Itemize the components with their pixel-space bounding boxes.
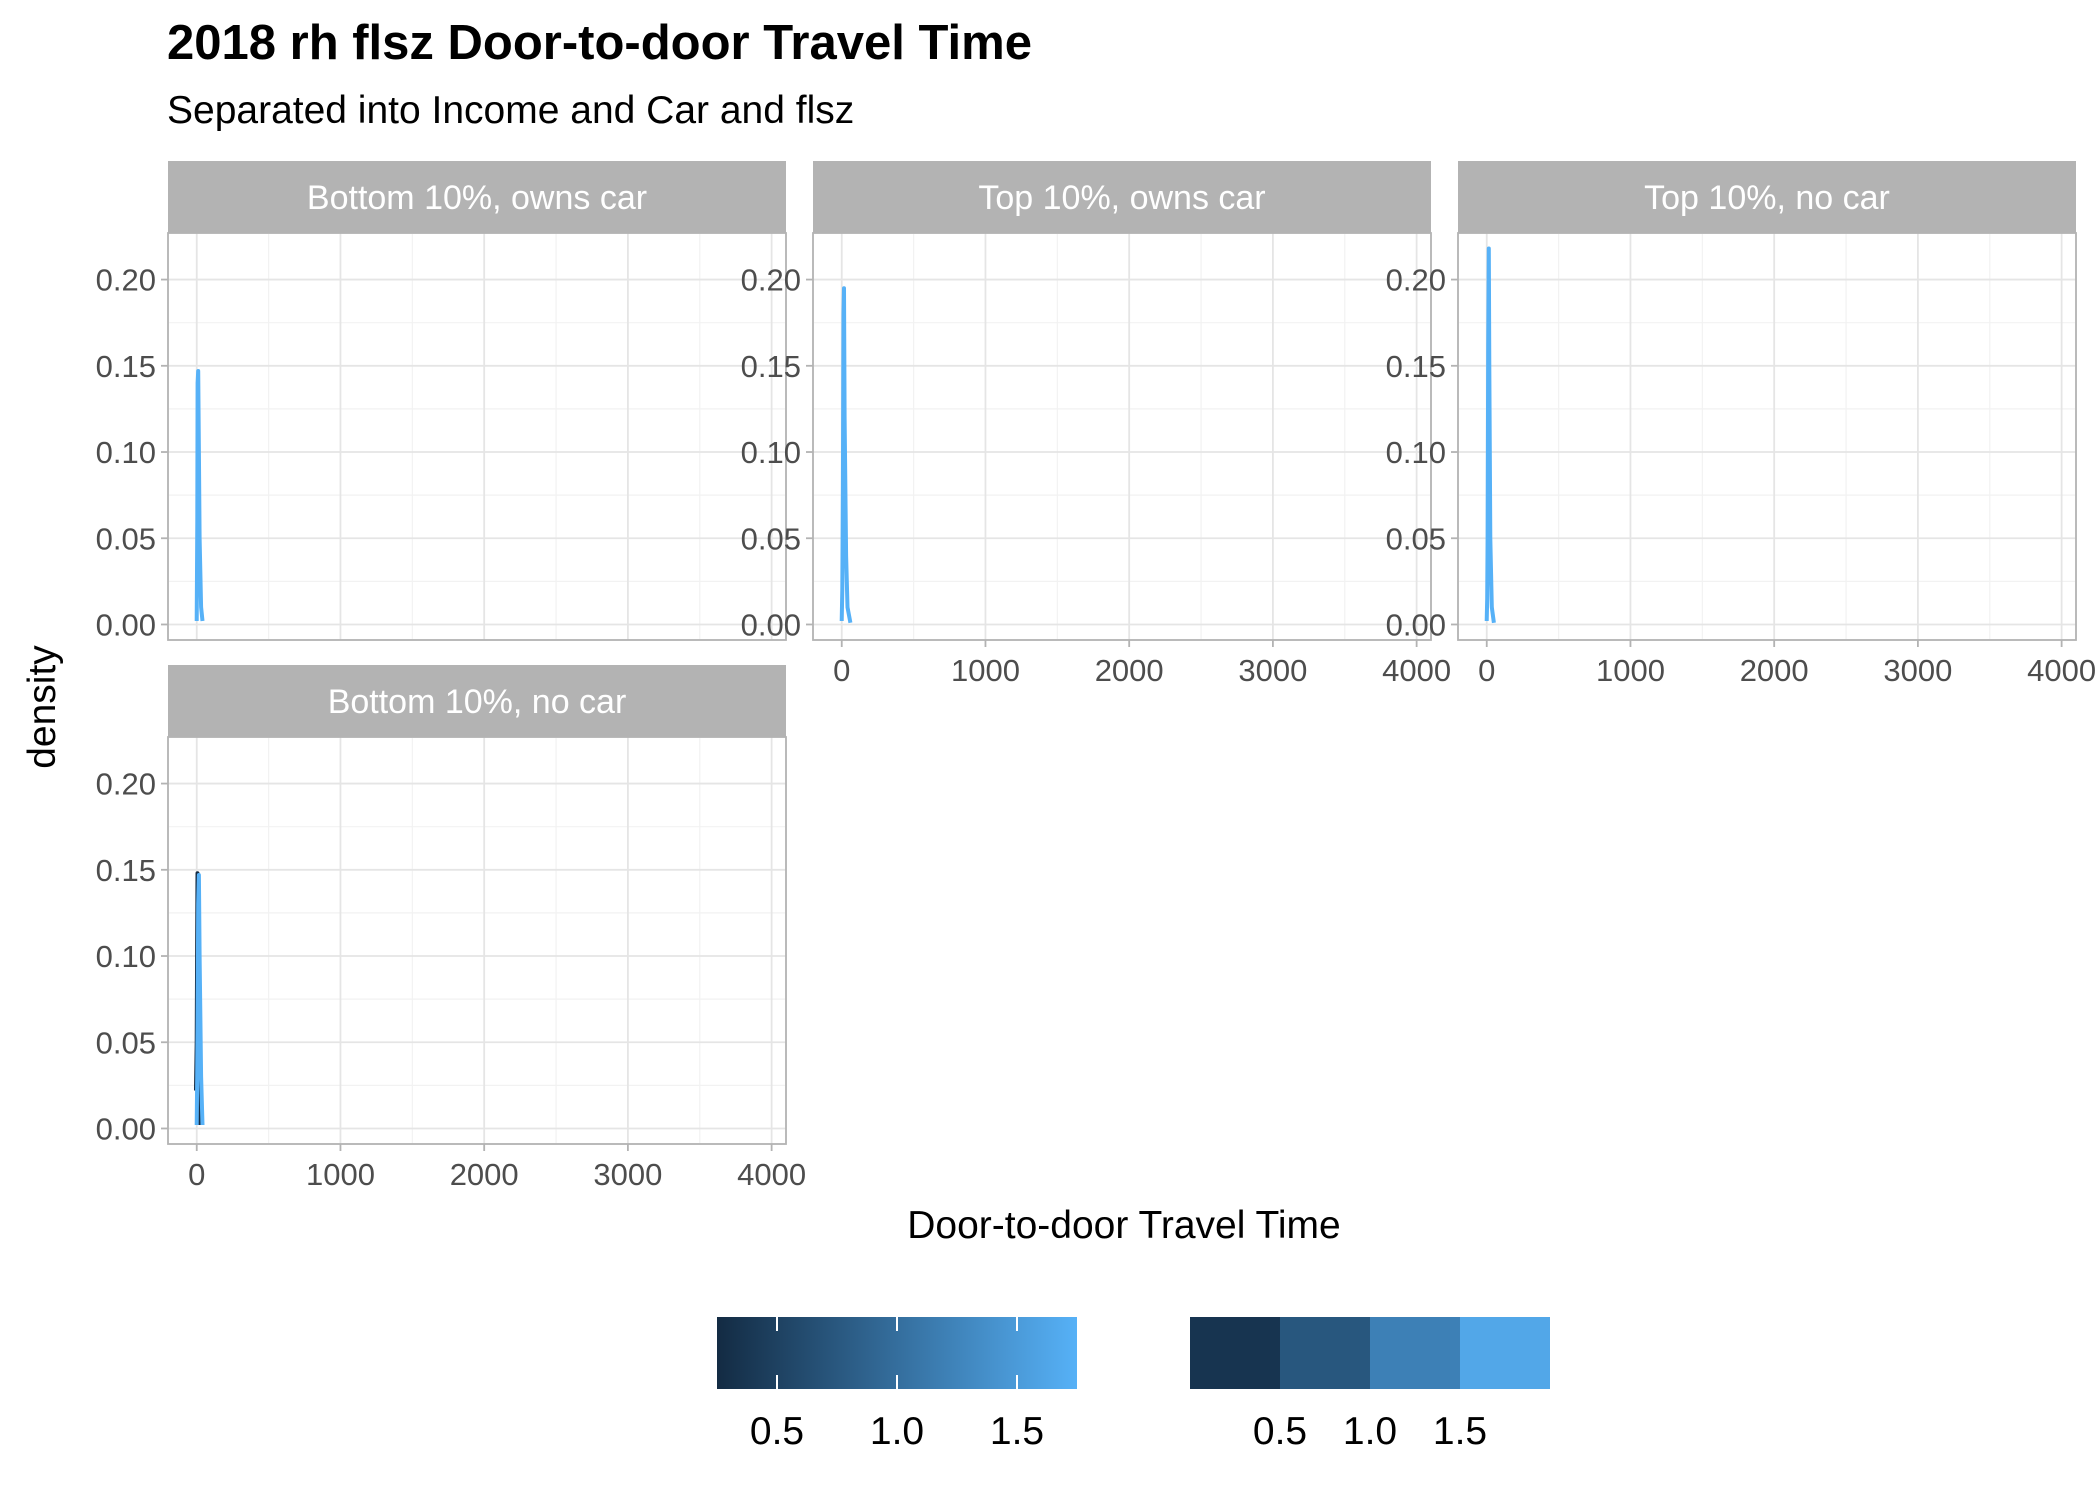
y-tick-label: 0.20 [741, 263, 801, 298]
panel-1: Bottom 10%, owns car 0.00 0.05 0.10 0.15 0.20 [96, 161, 787, 642]
y-tick-label: 0.00 [96, 1111, 156, 1146]
y-tick-label: 0.10 [1386, 435, 1446, 470]
y-tick-label: 0.00 [1386, 607, 1446, 642]
y-tick-label: 0.05 [741, 521, 801, 556]
panel-background [813, 233, 1431, 640]
legend-bin-swatch [1460, 1317, 1550, 1389]
panel-3: Top 10%, no car 0.00 0.05 0.10 0.15 0.20 0 1000… [1386, 161, 2096, 688]
y-tick-label: 0.20 [1386, 263, 1446, 298]
y-tick-label: 0.05 [96, 1025, 156, 1060]
y-tick-label: 0.05 [1386, 521, 1446, 556]
legend-colorbar-label: 1.5 [990, 1410, 1044, 1453]
facet-strip-label: Bottom 10%, no car [328, 683, 627, 721]
legend-bin-swatch [1190, 1317, 1280, 1389]
density-line-series-1 [1484, 246, 1496, 624]
y-tick-label: 0.00 [741, 607, 801, 642]
x-tick-label: 2000 [450, 1157, 519, 1192]
x-tick-label: 1000 [1596, 653, 1665, 688]
facet-strip-label: Top 10%, owns car [978, 179, 1265, 217]
panel-border [812, 232, 1432, 641]
legend-bin-label: 0.5 [1253, 1410, 1307, 1453]
x-tick-label: 2000 [1095, 653, 1164, 688]
panel-border [167, 232, 787, 641]
legend-bin-label: 1.5 [1433, 1410, 1487, 1453]
panel-background [168, 737, 786, 1144]
x-tick-label: 4000 [2027, 653, 2096, 688]
legend-colorbar-label: 0.5 [750, 1410, 804, 1453]
x-tick-label: 3000 [1883, 653, 1952, 688]
y-tick-label: 0.00 [96, 607, 156, 642]
y-tick-label: 0.20 [96, 263, 156, 298]
facet-strip-label: Bottom 10%, owns car [307, 179, 647, 217]
x-tick-label: 4000 [737, 1157, 806, 1192]
chart-title: 2018 rh flsz Door-to-door Travel Time [167, 16, 1032, 70]
panel-background [1458, 233, 2076, 640]
panel-border [1457, 232, 2077, 641]
y-tick-label: 0.15 [96, 349, 156, 384]
y-tick-label: 0.10 [96, 435, 156, 470]
panel-4: Bottom 10%, no car 0.00 0.05 0.10 0.15 0.20 0 1… [96, 665, 806, 1192]
y-tick-label: 0.10 [96, 939, 156, 974]
x-tick-label: 3000 [1238, 653, 1307, 688]
y-tick-label: 0.20 [96, 767, 156, 802]
x-tick-label: 4000 [1382, 653, 1451, 688]
density-line-series-2 [194, 873, 205, 1126]
panel-background [168, 233, 786, 640]
facet-strip [1458, 161, 2076, 233]
panel-border [167, 736, 787, 1145]
x-tick-label: 2000 [1740, 653, 1809, 688]
facet-strip [168, 665, 786, 737]
facet-strip [168, 161, 786, 233]
y-tick-label: 0.15 [96, 853, 156, 888]
facet-strip-label: Top 10%, no car [1644, 179, 1890, 217]
y-tick-label: 0.15 [741, 349, 801, 384]
facet-strip [813, 161, 1431, 233]
x-tick-label: 1000 [306, 1157, 375, 1192]
x-tick-label: 0 [833, 653, 850, 688]
density-line-series-1 [839, 286, 853, 624]
x-tick-label: 3000 [593, 1157, 662, 1192]
y-axis-title: density [21, 645, 64, 769]
legend-bin-swatch [1280, 1317, 1370, 1389]
legend-colorbar-label: 1.0 [870, 1410, 924, 1453]
y-tick-label: 0.15 [1386, 349, 1446, 384]
legend-bin-swatch [1370, 1317, 1460, 1389]
panel-2: Top 10%, owns car 0.00 0.05 0.10 0.15 0.20 0 10… [741, 161, 1451, 688]
y-tick-label: 0.05 [96, 521, 156, 556]
x-tick-label: 0 [1478, 653, 1495, 688]
y-tick-label: 0.10 [741, 435, 801, 470]
x-tick-label: 1000 [951, 653, 1020, 688]
chart-subtitle: Separated into Income and Car and flsz [167, 89, 855, 132]
x-tick-label: 0 [188, 1157, 205, 1192]
density-line-series-1 [194, 369, 205, 622]
legend-bin-label: 1.0 [1343, 1410, 1397, 1453]
x-axis-title: Door-to-door Travel Time [907, 1204, 1340, 1247]
